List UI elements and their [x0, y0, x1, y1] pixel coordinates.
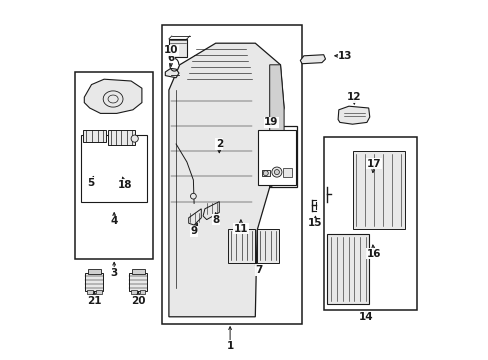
Bar: [81, 135, 147, 202]
Bar: [323, 137, 416, 310]
Text: 1: 1: [226, 341, 233, 351]
Circle shape: [190, 193, 196, 199]
Polygon shape: [84, 79, 142, 113]
Polygon shape: [188, 209, 201, 225]
Bar: [87, 290, 93, 294]
Bar: [129, 273, 147, 291]
Text: 14: 14: [358, 312, 373, 322]
Text: 8: 8: [212, 215, 219, 225]
Circle shape: [263, 171, 268, 176]
Text: 4: 4: [110, 216, 118, 226]
Text: 18: 18: [118, 180, 132, 190]
Text: 21: 21: [87, 296, 102, 306]
Circle shape: [271, 167, 282, 177]
Bar: [96, 290, 102, 294]
Bar: [352, 151, 404, 229]
Polygon shape: [168, 39, 186, 57]
Bar: [257, 130, 295, 185]
Bar: [257, 126, 296, 187]
Text: 17: 17: [366, 159, 381, 169]
Text: 5: 5: [87, 178, 94, 188]
Bar: [326, 234, 368, 304]
Bar: [131, 290, 137, 294]
Text: 15: 15: [307, 218, 322, 228]
Polygon shape: [107, 130, 134, 145]
Polygon shape: [83, 130, 106, 142]
Polygon shape: [165, 68, 179, 78]
Text: 3: 3: [110, 268, 118, 278]
Bar: [228, 229, 255, 263]
Bar: [85, 273, 103, 291]
Text: 13: 13: [337, 51, 352, 61]
Bar: [283, 168, 291, 177]
Circle shape: [274, 170, 279, 175]
Bar: [140, 290, 145, 294]
Text: 11: 11: [233, 224, 247, 234]
Bar: [132, 269, 144, 274]
Polygon shape: [269, 65, 284, 187]
Polygon shape: [300, 55, 325, 64]
Text: 12: 12: [346, 92, 361, 102]
Circle shape: [131, 135, 138, 142]
Text: 6: 6: [167, 53, 174, 63]
Text: 9: 9: [190, 226, 197, 236]
Bar: [261, 170, 269, 176]
Polygon shape: [168, 43, 284, 317]
Bar: [162, 25, 302, 324]
Text: 19: 19: [264, 117, 278, 127]
Bar: [257, 229, 278, 263]
Text: 2: 2: [215, 139, 223, 149]
Text: 20: 20: [131, 296, 145, 306]
Text: 10: 10: [163, 45, 178, 55]
Polygon shape: [203, 202, 219, 220]
Text: 16: 16: [366, 249, 381, 259]
Text: 7: 7: [255, 265, 262, 275]
Bar: [75, 72, 152, 259]
Polygon shape: [337, 106, 369, 124]
Bar: [88, 269, 101, 274]
